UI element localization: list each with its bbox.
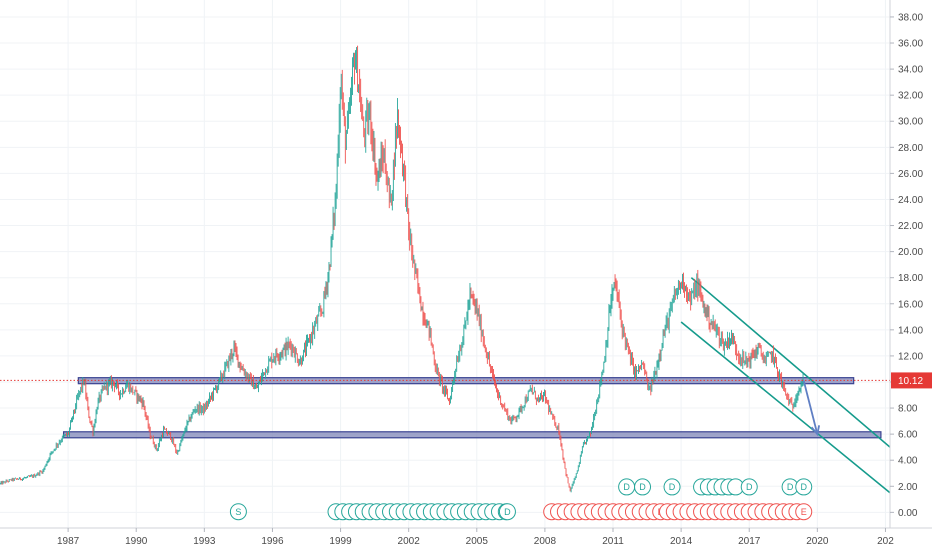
y-tick-label: 28.00: [898, 143, 923, 154]
x-tick-label: 1987: [57, 536, 80, 547]
price-axis[interactable]: 38.00 36.00 34.00 32.00 30.00 28.00 26.00 24.00…: [890, 12, 923, 519]
support-zone: [62, 431, 882, 439]
y-tick-label: 26.00: [898, 169, 923, 180]
projection-arrow[interactable]: [802, 380, 821, 437]
y-tick-label: 22.00: [898, 221, 923, 232]
x-tick-label: 2002: [398, 536, 421, 547]
dividend-marker-label: D: [787, 482, 794, 492]
dividend-marker-label: D: [800, 482, 807, 492]
dividend-marker-label: D: [639, 482, 646, 492]
y-tick-label: 38.00: [898, 12, 923, 23]
dividend-marker-label: D: [746, 482, 753, 492]
channel-line: [680, 321, 891, 494]
x-tick-label: 202: [877, 536, 894, 547]
last-price-label: 10.12: [891, 372, 932, 389]
y-tick-label: 34.00: [898, 65, 923, 76]
y-tick-label: 18.00: [898, 273, 923, 284]
y-tick-label: 2.00: [898, 482, 918, 493]
dividend-marker: [795, 478, 813, 496]
x-tick-label: 2017: [738, 536, 761, 547]
time-axis[interactable]: 1987 1990 1993 1996 1999 2002 2005 2008 2011 2014…: [57, 528, 894, 547]
dividend-marker-label: D: [623, 482, 630, 492]
x-tick-label: 1993: [193, 536, 216, 547]
earnings-marker: [795, 503, 813, 521]
dividend-marker: [740, 478, 758, 496]
x-tick-label: 2014: [670, 536, 693, 547]
x-tick-label: 2005: [466, 536, 489, 547]
y-tick-label: 16.00: [898, 299, 923, 310]
dividend-marker-label: D: [669, 482, 676, 492]
dividend-marker: [498, 503, 516, 521]
event-markers[interactable]: SDEEDDDDDD: [229, 478, 813, 521]
price-candles: [0, 45, 804, 493]
x-tick-label: 2008: [534, 536, 557, 547]
y-tick-label: 30.00: [898, 117, 923, 128]
y-tick-label: 12.00: [898, 351, 923, 362]
split-marker: [229, 503, 247, 521]
x-tick-label: 2020: [806, 536, 829, 547]
y-tick-label: 4.00: [898, 456, 918, 467]
y-tick-label: 0.00: [898, 508, 918, 519]
x-tick-label: 2011: [602, 536, 624, 547]
split-marker-label: S: [235, 507, 241, 517]
y-tick-label: 36.00: [898, 39, 923, 50]
last-price-badge: [891, 372, 932, 389]
dividend-marker: [634, 478, 652, 496]
gridlines: [0, 0, 890, 528]
x-tick-label: 1999: [329, 536, 352, 547]
channel-line: [690, 277, 891, 448]
earnings-marker-label: E: [801, 507, 807, 517]
arrow-head: [810, 425, 821, 437]
y-tick-label: 32.00: [898, 91, 923, 102]
descending-channel[interactable]: [680, 277, 891, 494]
arrow-shaft: [802, 380, 819, 435]
x-tick-label: 1996: [261, 536, 284, 547]
y-tick-label: 8.00: [898, 404, 918, 415]
y-tick-label: 20.00: [898, 247, 923, 258]
y-tick-label: 6.00: [898, 430, 918, 441]
dividend-marker-label: D: [504, 507, 511, 517]
x-tick-label: 1990: [125, 536, 148, 547]
y-tick-label: 24.00: [898, 195, 923, 206]
last-price-text: 10.12: [898, 376, 923, 387]
dividend-marker: [663, 478, 681, 496]
y-tick-label: 14.00: [898, 325, 923, 336]
